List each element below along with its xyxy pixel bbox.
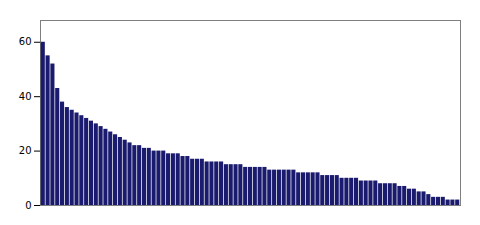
svg-text:60: 60 xyxy=(19,36,32,47)
svg-text:40: 40 xyxy=(19,91,32,102)
svg-text:20: 20 xyxy=(19,145,32,156)
svg-text:0: 0 xyxy=(25,200,31,211)
